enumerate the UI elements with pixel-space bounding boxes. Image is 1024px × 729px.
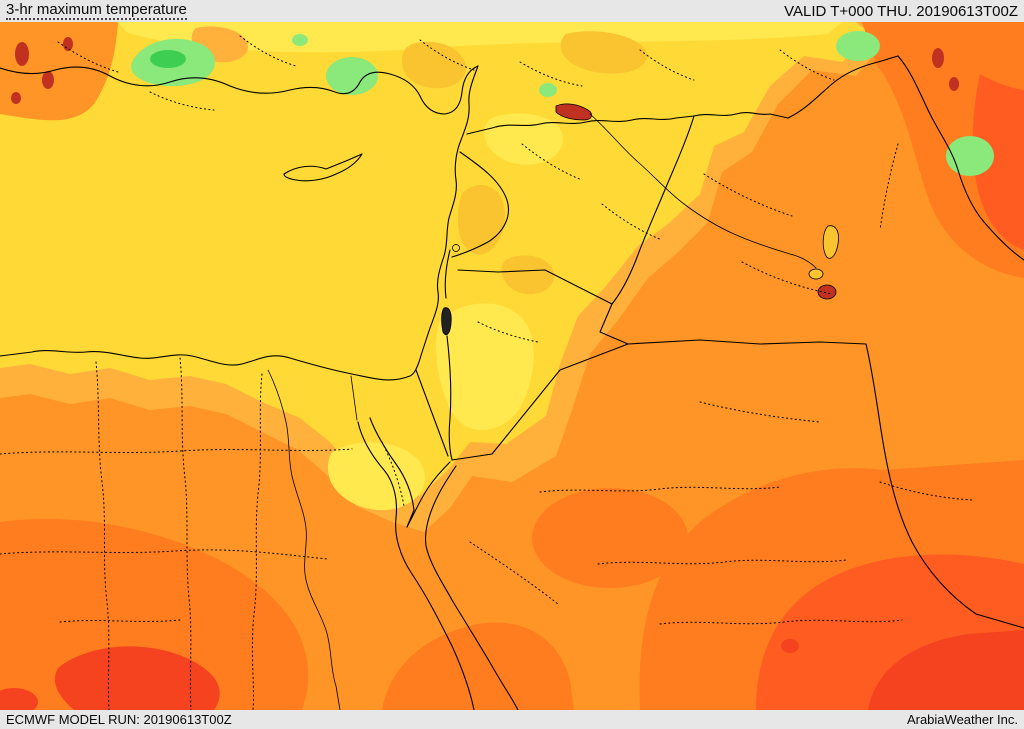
admin-line	[477, 321, 539, 343]
lake-razzaza	[817, 284, 837, 300]
admin-line	[659, 619, 903, 625]
admin-line	[597, 559, 847, 565]
turkey-syria-border	[466, 112, 789, 135]
admin-line	[703, 173, 793, 217]
admin-line	[0, 448, 353, 455]
cyprus-coastline	[283, 153, 363, 182]
temp-zone-gold-anatolia	[560, 31, 647, 74]
temp-speck-darkred-2	[42, 71, 54, 89]
model-run-label: ECMWF MODEL RUN: 20190613T00Z	[6, 712, 232, 727]
temp-zone-hot-northeast-edge	[972, 74, 1024, 250]
admin-line	[539, 486, 781, 493]
temp-speck-darkred-4	[63, 37, 73, 51]
admin-line	[95, 361, 110, 710]
red-sea-east-coast	[424, 465, 519, 710]
lake-tharthar	[822, 225, 839, 259]
temp-zone-red-edge-southwest	[0, 688, 38, 710]
temp-zone-green-small-2	[292, 34, 308, 46]
temp-speck-darkred-1	[15, 42, 29, 66]
admin-boundaries	[0, 35, 973, 710]
israel-egypt-border	[415, 369, 449, 457]
temp-zone-bright-sinai	[327, 442, 426, 511]
admin-line	[469, 541, 559, 605]
syria-jordan-border	[457, 269, 613, 305]
rivers	[267, 113, 817, 710]
admin-line	[639, 49, 695, 81]
temp-zone-deep-central-saudi	[532, 488, 688, 588]
sea-of-galilee	[452, 244, 460, 252]
lakes	[441, 103, 839, 336]
admin-line	[879, 143, 899, 231]
temp-speck-darkred-6	[949, 77, 959, 91]
header-bar: 3-hr maximum temperature VALID T+000 THU…	[0, 0, 1024, 22]
admin-line	[239, 35, 297, 67]
temp-zone-orange-northwest-corner	[0, 22, 118, 121]
temp-zone-red-southeast-corner	[868, 630, 1024, 710]
admin-line	[879, 481, 973, 501]
jordan-iraq-border	[599, 303, 629, 345]
temp-zone-red-southwest	[54, 646, 220, 710]
turkey-iran-border	[787, 55, 899, 119]
admin-line	[779, 49, 835, 81]
country-borders	[0, 55, 1024, 710]
gulf-of-suez-red-sea-west-coast	[357, 421, 475, 710]
temp-speck-darkred-5	[932, 48, 944, 68]
turkey-coastline	[0, 65, 479, 115]
valid-time-label: VALID T+000 THU. 20190613T00Z	[784, 2, 1018, 20]
lake-assad	[555, 103, 592, 121]
admin-line	[251, 373, 263, 710]
sinai-west-coast	[369, 417, 415, 528]
admin-line	[381, 441, 405, 507]
levant-egypt-coastline	[0, 65, 479, 381]
credit-label: ArabiaWeather Inc.	[906, 712, 1018, 727]
temp-zone-gold-taurus	[401, 41, 466, 89]
jordan-valley-border	[444, 249, 453, 461]
jordan-saudi-border	[451, 343, 629, 461]
map-canvas	[0, 22, 1024, 710]
admin-line	[59, 619, 181, 623]
temp-zone-gold-lebanon	[457, 184, 506, 255]
admin-line	[741, 261, 833, 295]
map-title: 3-hr maximum temperature	[6, 1, 187, 20]
iran-iraq-border	[897, 55, 1024, 261]
temp-zone-green-east-anatolia	[836, 31, 880, 61]
euphrates-river	[589, 113, 817, 269]
temp-zone-gold-golan	[501, 255, 554, 295]
dead-sea	[441, 307, 452, 336]
suez-canal	[350, 375, 358, 421]
admin-line	[179, 357, 192, 710]
lake-habbaniyah	[808, 268, 824, 280]
temp-zone-green-core	[150, 50, 186, 68]
syria-iraq-border	[611, 115, 695, 305]
iraq-saudi-border	[627, 339, 1024, 629]
temp-zone-yellow	[0, 22, 872, 496]
lebanon-syria-border	[451, 151, 509, 258]
admin-line	[521, 143, 583, 181]
nile-river	[267, 369, 341, 710]
admin-line	[699, 401, 821, 423]
temp-hotspot-saudi	[781, 639, 799, 653]
temp-speck-darkred-3	[11, 92, 21, 104]
admin-line	[419, 39, 475, 71]
footer-bar: ECMWF MODEL RUN: 20190613T00Z ArabiaWeat…	[0, 710, 1024, 729]
temp-zone-green-far-east	[946, 136, 994, 176]
temp-zone-deep-bottom-center	[382, 622, 574, 710]
admin-line	[57, 41, 119, 73]
temp-zone-bright-jordan	[435, 303, 534, 431]
admin-line	[601, 203, 663, 241]
temperature-map	[0, 22, 1024, 710]
sinai-east-coast	[406, 461, 451, 528]
temp-zone-green-small-1	[539, 83, 557, 97]
temp-zone-green-central-taurus	[326, 57, 378, 95]
temperature-fills	[0, 22, 1024, 710]
